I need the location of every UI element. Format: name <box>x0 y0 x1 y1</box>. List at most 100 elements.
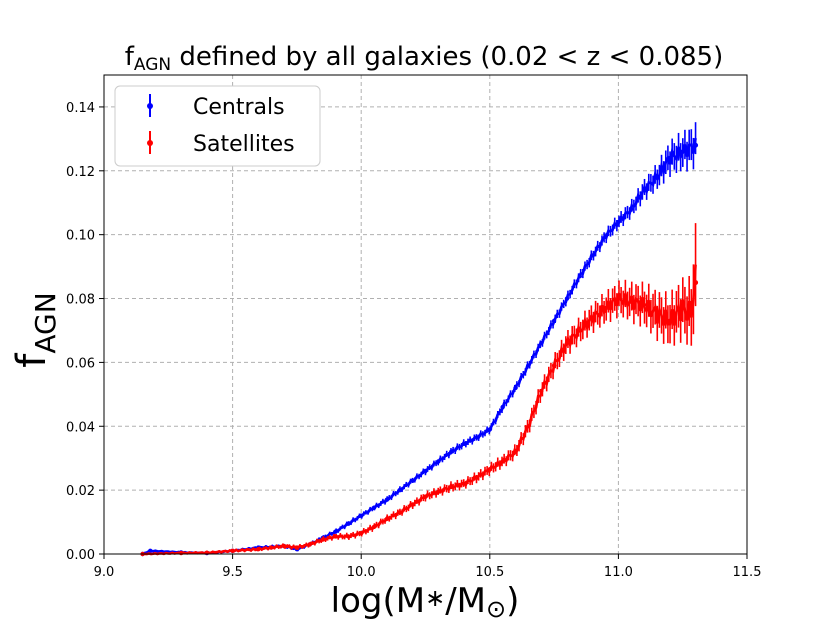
data-point <box>500 459 505 464</box>
data-point <box>641 302 647 308</box>
data-point <box>436 459 441 464</box>
data-point <box>461 441 467 447</box>
data-point <box>641 187 647 193</box>
legend-satellites-label: Satellites <box>193 132 295 157</box>
data-point <box>577 273 583 279</box>
y-tick-label: 0.14 <box>66 101 95 116</box>
data-point <box>359 513 364 518</box>
legend-centrals-label: Centrals <box>193 95 285 120</box>
data-point-end <box>693 142 699 148</box>
data-point <box>680 305 685 311</box>
data-point <box>474 475 480 480</box>
data-point <box>281 543 287 549</box>
data-point <box>500 404 505 410</box>
data-point <box>256 547 261 552</box>
data-point <box>526 424 531 429</box>
y-tick-label: 0.00 <box>66 548 95 563</box>
data-point <box>667 318 673 324</box>
x-axis: 9.0 9.5 10.0 10.5 11.0 11.5 <box>94 554 762 580</box>
data-point <box>487 467 492 472</box>
data-point <box>577 328 583 333</box>
data-point <box>474 435 480 440</box>
legend-item-satellites: Satellites <box>147 131 295 157</box>
data-point <box>449 484 454 490</box>
title-sub: AGN <box>134 55 171 75</box>
axes-frame <box>103 74 748 555</box>
data-point <box>410 502 415 507</box>
x-tick-label: 10.0 <box>347 565 376 580</box>
data-point <box>590 253 595 258</box>
data-point <box>294 545 300 550</box>
data-point <box>564 341 570 346</box>
data-point <box>333 534 338 539</box>
data-point <box>307 542 312 547</box>
data-point <box>551 363 557 368</box>
data-point <box>667 155 673 161</box>
title-main: f <box>125 42 135 72</box>
title-rest: defined by all galaxies (0.02 < z < 0.08… <box>171 42 723 72</box>
data-point <box>384 497 390 502</box>
x-tick-label: 10.5 <box>475 565 504 580</box>
y-axis: 0.00 0.02 0.04 0.06 0.08 0.10 0.12 0.14 <box>66 101 104 563</box>
data-point <box>616 219 621 225</box>
data-point <box>423 468 428 474</box>
data-point <box>346 534 351 539</box>
data-point <box>539 388 544 394</box>
data-point <box>230 548 235 554</box>
data-point <box>616 296 621 301</box>
chart-title: fAGN defined by all galaxies (0.02 < z <… <box>125 42 723 75</box>
data-point <box>320 537 325 542</box>
legend-centrals-marker <box>147 103 153 109</box>
data-point <box>397 510 402 515</box>
data-point <box>436 489 441 494</box>
data-point <box>268 545 274 550</box>
data-point <box>688 312 693 317</box>
x-tick-label: 9.5 <box>222 565 243 580</box>
data-point <box>178 550 184 556</box>
data-point <box>564 296 570 301</box>
x-tick-label: 11.0 <box>604 565 633 580</box>
legend-frame <box>114 85 321 167</box>
series-layer <box>140 122 699 557</box>
series-line <box>142 137 697 556</box>
x-axis-label: log(M∗/M⊙) <box>331 581 520 623</box>
data-point <box>513 385 518 391</box>
data-point <box>487 427 492 432</box>
y-tick-label: 0.08 <box>66 293 95 308</box>
series-centrals <box>140 122 699 557</box>
data-point <box>359 531 364 536</box>
data-point <box>590 315 595 320</box>
data-point <box>397 487 402 493</box>
data-point <box>461 481 467 486</box>
data-point <box>654 174 660 180</box>
y-axis-label: fAGN <box>9 292 62 367</box>
data-point <box>371 524 377 530</box>
data-point <box>513 449 518 455</box>
data-point <box>148 548 153 554</box>
data-point <box>526 363 531 368</box>
series-satellites <box>140 223 699 557</box>
y-tick-label: 0.12 <box>66 165 95 180</box>
y-tick-label: 0.10 <box>66 229 95 244</box>
data-point <box>371 505 377 510</box>
data-point <box>680 149 685 154</box>
data-point <box>603 234 608 239</box>
data-point <box>346 521 351 526</box>
y-tick-label: 0.06 <box>66 356 95 371</box>
data-point <box>654 312 660 317</box>
data-point <box>423 494 428 499</box>
data-point <box>629 299 634 304</box>
legend-item-centrals: Centrals <box>147 94 285 120</box>
x-tick-label: 9.0 <box>94 565 115 580</box>
data-point <box>551 318 557 324</box>
data-point <box>333 529 338 534</box>
data-point <box>410 478 415 483</box>
data-point <box>629 206 634 212</box>
legend: Centrals Satellites <box>114 85 321 167</box>
data-point <box>603 305 608 311</box>
data-point <box>539 341 544 346</box>
data-point-end <box>693 280 699 286</box>
data-point <box>384 516 390 522</box>
x-tick-label: 11.5 <box>733 565 762 580</box>
